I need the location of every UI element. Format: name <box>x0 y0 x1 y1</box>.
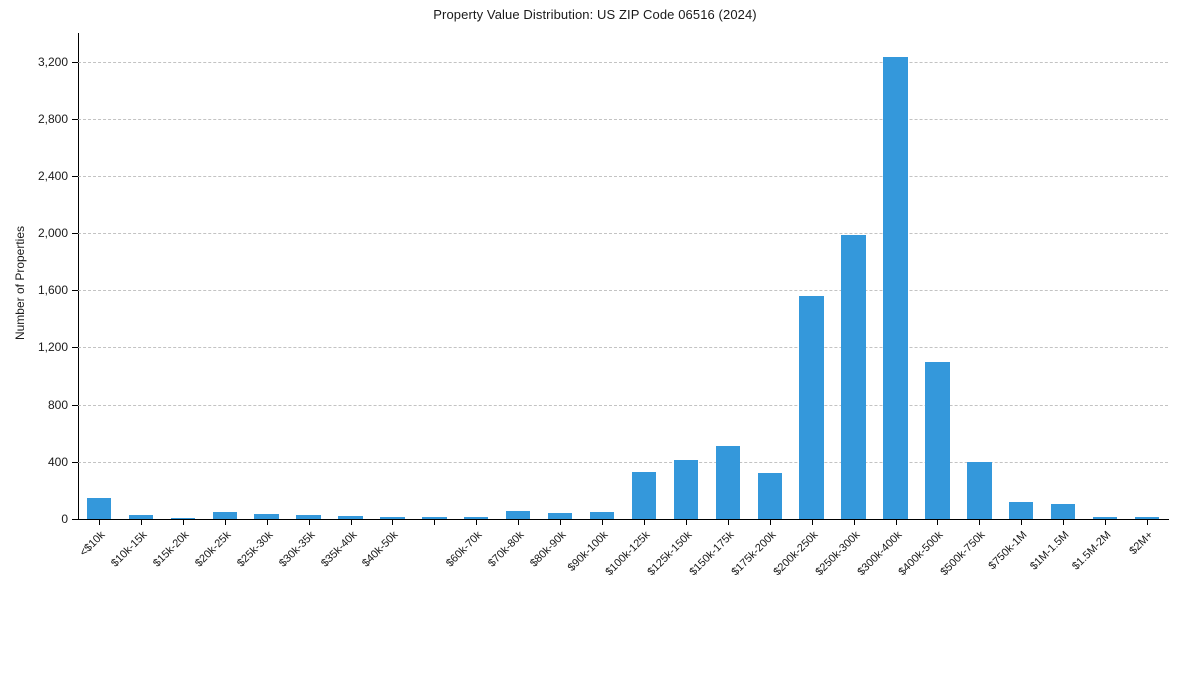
bar[interactable] <box>86 497 112 519</box>
y-axis-tick-label: 400 <box>47 454 68 469</box>
bar[interactable] <box>925 362 950 519</box>
bar[interactable] <box>715 446 740 519</box>
y-axis-tick-label: 2,400 <box>37 168 68 183</box>
bar[interactable] <box>631 471 657 519</box>
x-axis-tick-label: $20k-25k <box>192 529 234 570</box>
x-axis-tick-mark <box>895 520 897 525</box>
x-axis-tick-label: $25k-30k <box>234 529 276 570</box>
bar[interactable] <box>547 512 573 519</box>
bar[interactable] <box>506 511 531 519</box>
x-axis-tick-label: $250k-300k <box>812 529 863 579</box>
y-axis-tick-label: 2,800 <box>37 111 68 126</box>
y-axis-tick-mark <box>72 233 78 235</box>
y-axis-tick-mark <box>72 118 78 120</box>
y-axis-tick-mark <box>72 61 78 63</box>
bar[interactable] <box>841 234 866 519</box>
x-axis-tick-mark <box>266 520 268 525</box>
x-axis-tick-label: $400k-500k <box>896 529 946 579</box>
x-axis-tick-mark <box>518 520 520 525</box>
bar[interactable] <box>380 516 405 519</box>
x-axis-tick-label: $300k-400k <box>854 529 904 579</box>
x-axis-tick-label: $125k-150k <box>645 529 695 579</box>
x-axis-tick-label: $200k-250k <box>770 529 821 579</box>
x-axis-tick-label: $150k-175k <box>687 529 737 579</box>
x-axis-tick-mark <box>560 520 562 525</box>
gridline <box>78 233 1168 235</box>
x-axis-tick-mark <box>1021 520 1023 525</box>
x-axis-tick-mark <box>1105 520 1107 525</box>
gridline <box>78 404 1168 406</box>
x-axis-tick-label: $40k-50k <box>360 529 401 570</box>
bar[interactable] <box>1134 516 1160 519</box>
x-axis-tick-label: $15k-20k <box>150 529 192 570</box>
x-axis-tick-mark <box>476 520 478 525</box>
bar[interactable] <box>464 517 489 519</box>
bar[interactable] <box>967 461 992 519</box>
x-axis-spine <box>78 519 1169 520</box>
x-axis-tick-mark <box>602 520 604 525</box>
gridline <box>78 61 1168 63</box>
bar[interactable] <box>170 517 195 519</box>
bar[interactable] <box>422 517 447 519</box>
x-axis-tick-mark <box>434 520 436 525</box>
gridline <box>78 347 1168 349</box>
bar[interactable] <box>254 513 279 519</box>
chart-figure: Property Value Distribution: US ZIP Code… <box>13 7 1169 579</box>
x-axis-tick-label: $60k-70k <box>444 529 485 570</box>
gridline <box>78 290 1168 292</box>
x-axis-tick-mark <box>140 520 142 525</box>
x-axis-tick-mark <box>1147 520 1149 525</box>
x-axis-tick-mark <box>308 520 310 525</box>
x-axis-tick-mark <box>769 520 771 525</box>
y-axis-tick-mark <box>72 461 78 463</box>
y-axis-tick-mark <box>72 175 78 177</box>
x-axis-tick-mark <box>98 520 100 525</box>
y-axis-tick-label: 0 <box>61 512 68 526</box>
y-axis-tick-mark <box>72 290 78 292</box>
bar[interactable] <box>212 512 237 519</box>
x-axis-tick-mark <box>811 520 813 525</box>
chart-title: Property Value Distribution: US ZIP Code… <box>433 7 757 22</box>
y-axis-tick-label: 3,200 <box>37 54 68 69</box>
y-axis-tick-label: 2,000 <box>37 226 68 241</box>
bar[interactable] <box>757 472 782 519</box>
bar[interactable] <box>1051 504 1076 519</box>
x-axis-tick-mark <box>643 520 645 525</box>
bar[interactable] <box>589 511 615 519</box>
gridline <box>78 118 1168 120</box>
x-axis-tick-label: $30k-35k <box>276 529 318 570</box>
y-axis-tick-mark <box>72 519 78 520</box>
x-axis-tick-mark <box>979 520 981 525</box>
bar[interactable] <box>128 515 154 519</box>
bar[interactable] <box>296 515 321 519</box>
x-axis-tick-mark <box>853 520 855 525</box>
x-axis-tick-mark <box>224 520 226 525</box>
y-axis-tick-mark <box>72 404 78 406</box>
x-axis-tick-label: $175k-200k <box>729 529 779 579</box>
y-axis-label: Number of Properties <box>13 225 27 341</box>
bar[interactable] <box>1009 501 1034 519</box>
x-axis-tick-mark <box>937 520 939 525</box>
x-axis-tick-label: $35k-40k <box>318 529 359 570</box>
plot-area <box>78 33 1168 519</box>
gridline <box>78 461 1168 463</box>
x-axis-tick-label: $100k-125k <box>603 529 653 579</box>
x-axis-tick-mark <box>182 520 184 525</box>
y-axis-tick-label: 800 <box>47 397 68 412</box>
gridline <box>78 175 1168 177</box>
bar[interactable] <box>673 459 699 519</box>
y-axis-tick-label: 1,600 <box>37 283 68 298</box>
y-axis-spine <box>78 33 79 520</box>
x-axis-tick-mark <box>350 520 352 525</box>
x-axis-tick-mark <box>685 520 687 525</box>
y-axis-tick-label: 1,200 <box>37 340 68 355</box>
x-axis-tick-mark <box>1063 520 1065 525</box>
x-axis-tick-mark <box>392 520 394 525</box>
bar[interactable] <box>799 296 824 519</box>
bar[interactable] <box>1092 517 1118 519</box>
bar[interactable] <box>338 515 363 519</box>
x-axis-tick-mark <box>727 520 729 525</box>
bar[interactable] <box>883 57 908 519</box>
y-axis-tick-mark <box>72 347 78 349</box>
